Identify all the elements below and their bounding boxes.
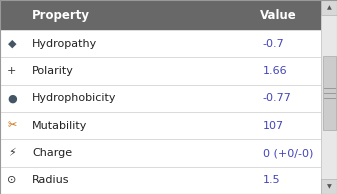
Text: +: + (7, 66, 17, 76)
FancyBboxPatch shape (0, 167, 321, 194)
FancyBboxPatch shape (321, 0, 337, 15)
Text: ▼: ▼ (327, 184, 332, 189)
Text: 0 (+0/-0): 0 (+0/-0) (263, 148, 313, 158)
Text: Hydropathy: Hydropathy (32, 39, 97, 49)
FancyBboxPatch shape (323, 56, 336, 130)
FancyBboxPatch shape (0, 139, 321, 167)
FancyBboxPatch shape (321, 0, 337, 194)
FancyBboxPatch shape (0, 112, 321, 139)
Text: -0.7: -0.7 (263, 39, 285, 49)
Text: 107: 107 (263, 121, 284, 131)
Text: Charge: Charge (32, 148, 72, 158)
Text: -0.77: -0.77 (263, 93, 292, 103)
FancyBboxPatch shape (321, 179, 337, 194)
Text: ▲: ▲ (327, 5, 332, 10)
Text: Mutability: Mutability (32, 121, 87, 131)
Text: ✂: ✂ (7, 121, 17, 131)
FancyBboxPatch shape (0, 57, 321, 85)
FancyBboxPatch shape (0, 0, 321, 30)
Text: Property: Property (32, 9, 90, 22)
Text: Value: Value (259, 9, 296, 22)
FancyBboxPatch shape (0, 30, 321, 57)
Text: 1.66: 1.66 (263, 66, 287, 76)
Text: Polarity: Polarity (32, 66, 74, 76)
Text: ◆: ◆ (7, 39, 16, 49)
Text: ⚡: ⚡ (8, 148, 16, 158)
Text: ⊙: ⊙ (7, 175, 17, 185)
Text: Hydrophobicity: Hydrophobicity (32, 93, 117, 103)
FancyBboxPatch shape (0, 85, 321, 112)
Text: 1.5: 1.5 (263, 175, 280, 185)
Text: Radius: Radius (32, 175, 69, 185)
Text: ●: ● (7, 93, 17, 103)
